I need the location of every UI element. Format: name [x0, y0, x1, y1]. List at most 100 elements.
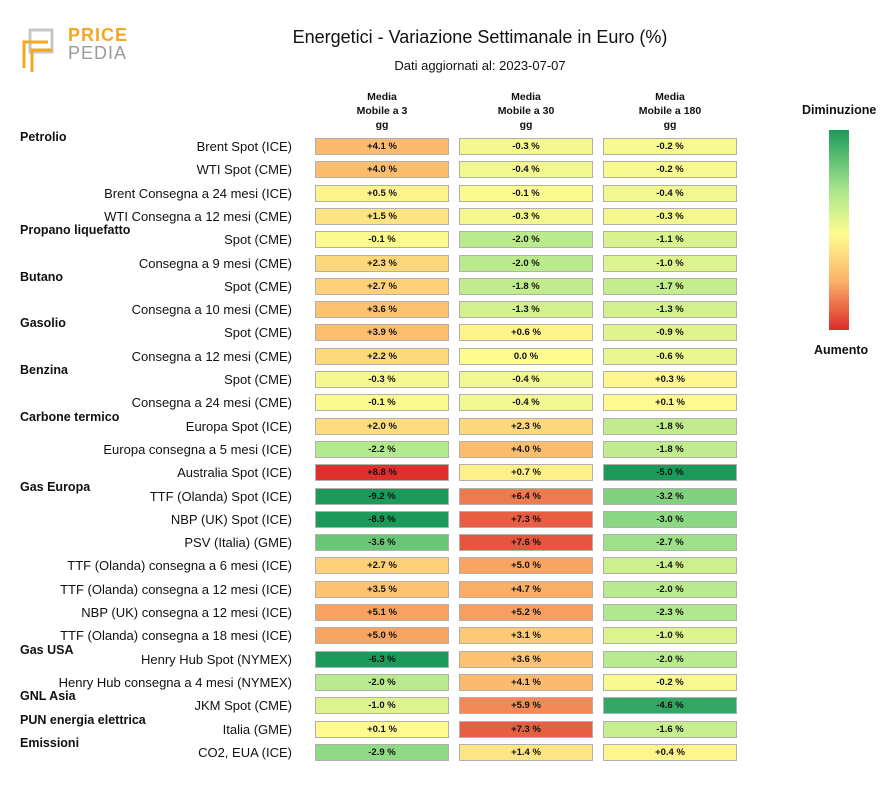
heatmap-cell: -2.0 % — [603, 650, 737, 668]
group-label: Emissioni — [20, 735, 80, 750]
heatmap-cell: -0.4 % — [459, 394, 593, 412]
row-label: Spot (CME) — [224, 278, 292, 294]
column-header-line: Media — [655, 91, 685, 103]
table-row: Gasolio Spot (CME) +3.9 % +0.6 % -0.9 % — [0, 316, 760, 346]
column-header-line: gg — [375, 119, 389, 131]
heatmap-cell: -1.7 % — [603, 277, 737, 295]
row-label: PSV (Italia) (GME) — [184, 535, 292, 551]
heatmap-cell: +6.4 % — [459, 487, 593, 505]
heatmap-cell: -1.4 % — [603, 557, 737, 575]
heatmap-cell: -0.4 % — [459, 371, 593, 388]
heatmap-cell: +7.3 % — [459, 720, 593, 738]
row-label: Spot (CME) — [224, 325, 292, 341]
heatmap-cell: +5.2 % — [459, 604, 593, 621]
heatmap-cell: -3.6 % — [315, 534, 449, 552]
heatmap-cell: -0.4 % — [459, 161, 593, 179]
logo-text-price: PRICE — [68, 25, 129, 45]
group-label: GNL Asia — [20, 689, 76, 704]
legend-label-increase: Aumento — [814, 343, 869, 357]
heatmap-cell: -2.0 % — [315, 673, 449, 691]
heatmap-cell: -1.3 % — [603, 301, 737, 319]
heatmap-cell: -1.1 % — [603, 231, 737, 249]
heatmap-cell: +7.6 % — [459, 534, 593, 552]
heatmap-cell: -6.3 % — [315, 650, 449, 668]
table-row: Consegna a 9 mesi (CME) +2.3 % -2.0 % -1.0 … — [0, 254, 760, 277]
heatmap-cell: -0.3 % — [315, 371, 449, 388]
heatmap-cell: +3.6 % — [459, 650, 593, 668]
row-label: Brent Consegna a 24 mesi (ICE) — [104, 185, 292, 201]
table-row: WTI Spot (CME) +4.0 % -0.4 % -0.2 % — [0, 160, 760, 183]
heatmap-cell: -0.3 % — [459, 207, 593, 225]
chart-title: Energetici - Variazione Settimanale in E… — [292, 27, 668, 47]
table-row: Benzina Spot (CME) -0.3 % -0.4 % +0.3 % — [0, 363, 760, 393]
heatmap-cell: +5.9 % — [459, 697, 593, 715]
row-label: NBP (UK) Spot (ICE) — [170, 511, 292, 527]
table-row: Brent Consegna a 24 mesi (ICE) +0.5 % -0.1… — [0, 184, 760, 207]
column-header-line: Media — [367, 91, 397, 103]
row-label: NBP (UK) consegna a 12 mesi (ICE) — [81, 605, 292, 620]
row-label: Europa consegna a 5 mesi (ICE) — [103, 441, 292, 457]
legend-label-decrease: Diminuzione — [802, 103, 877, 117]
heatmap-cell: 0.0 % — [459, 347, 593, 365]
heatmap-cell: -1.0 % — [603, 254, 737, 272]
table-row: Henry Hub consegna a 4 mesi (NYMEX) -2.0 … — [0, 673, 760, 696]
group-label: Gas Europa — [20, 479, 91, 494]
table-row: Propano liquefatto Spot (CME) -0.1 % -2.0 %… — [0, 223, 760, 253]
table-row: Gas USA Henry Hub Spot (NYMEX) -6.3 % +3.6 … — [0, 643, 760, 673]
group-label: Petrolio — [20, 130, 67, 144]
column-header-30gg: Media Mobile a 30 gg — [459, 90, 593, 132]
table-row: TTF (Olanda) consegna a 6 mesi (ICE) +2.7… — [0, 556, 760, 579]
heatmap-cell: +5.1 % — [315, 604, 449, 621]
column-header-line: Mobile a 180 — [638, 105, 702, 117]
heatmap-cell: +7.3 % — [459, 510, 593, 528]
heatmap-cell: -0.9 % — [603, 324, 737, 342]
heatmap-cell: -5.0 % — [603, 464, 737, 482]
heatmap-cell: -1.0 % — [315, 697, 449, 715]
heatmap-cell: +2.7 % — [315, 277, 449, 295]
table-row: GNL Asia JKM Spot (CME) -1.0 % +5.9 % -4.6 % — [0, 689, 760, 719]
heatmap-cell: -0.3 % — [459, 138, 593, 155]
row-label: TTF (Olanda) consegna a 6 mesi (ICE) — [67, 558, 292, 574]
column-header-line: Media — [511, 91, 541, 103]
column-header-3gg: Media Mobile a 3 gg — [315, 90, 449, 132]
table-row: TTF (Olanda) consegna a 18 mesi (ICE) +5.… — [0, 626, 760, 649]
group-label: Benzina — [20, 363, 68, 377]
heatmap-cell: +5.0 % — [315, 627, 449, 645]
heatmap-cell: +0.1 % — [603, 394, 737, 412]
table-row: PUN energia elettrica Italia (GME) +0.1 % +… — [0, 713, 760, 743]
column-header-180gg: Media Mobile a 180 gg — [603, 90, 737, 132]
heatmap-cell: -0.1 % — [315, 231, 449, 249]
heatmap-cell: +0.6 % — [459, 324, 593, 342]
heatmap-cell: -2.2 % — [315, 440, 449, 458]
heatmap-cell: +4.1 % — [315, 138, 449, 155]
table-row: NBP (UK) Spot (ICE) -8.9 % +7.3 % -3.0 % — [0, 510, 760, 533]
group-label: Gasolio — [20, 316, 66, 331]
row-label: WTI Consegna a 12 mesi (CME) — [104, 208, 292, 224]
legend-color-scale — [829, 130, 849, 330]
heatmap-cell: -0.2 % — [603, 673, 737, 691]
column-header-line: gg — [663, 119, 677, 131]
heatmap-cell: -2.0 % — [459, 254, 593, 272]
heatmap-cell: +3.9 % — [315, 324, 449, 342]
heatmap-cell: +0.3 % — [603, 371, 737, 388]
heatmap-cell: +1.5 % — [315, 207, 449, 225]
heatmap-cell: +2.2 % — [315, 347, 449, 365]
heatmap-cell: +4.7 % — [459, 580, 593, 598]
row-label: Consegna a 9 mesi (CME) — [138, 255, 292, 271]
table-row: Consegna a 24 mesi (CME) -0.1 % -0.4 % +0.1… — [0, 393, 760, 416]
heatmap-cell: -0.4 % — [603, 184, 737, 202]
table-row: NBP (UK) consegna a 12 mesi (ICE) +5.1 % +… — [0, 603, 760, 626]
heatmap-cell: +1.4 % — [459, 743, 593, 761]
heatmap-cell: -0.2 % — [603, 138, 737, 155]
column-header-line: gg — [519, 119, 533, 131]
table-row: Petrolio Brent Spot (ICE) +4.1 % -0.3 % -0.2… — [0, 130, 760, 160]
heatmap-cell: -4.6 % — [603, 697, 737, 715]
row-label: Henry Hub Spot (NYMEX) — [141, 651, 292, 667]
group-label: Propano liquefatto — [20, 223, 131, 238]
heatmap-cell: -1.8 % — [459, 277, 593, 295]
heatmap-cell: -3.2 % — [603, 487, 737, 505]
logo-text-pedia: PEDIA — [68, 43, 128, 63]
row-label: Consegna a 24 mesi (CME) — [131, 395, 292, 411]
table-row: Emissioni CO2, EUA (ICE) -2.9 % +1.4 % +0.4 … — [0, 736, 760, 766]
heatmap-cell: -3.0 % — [603, 510, 737, 528]
